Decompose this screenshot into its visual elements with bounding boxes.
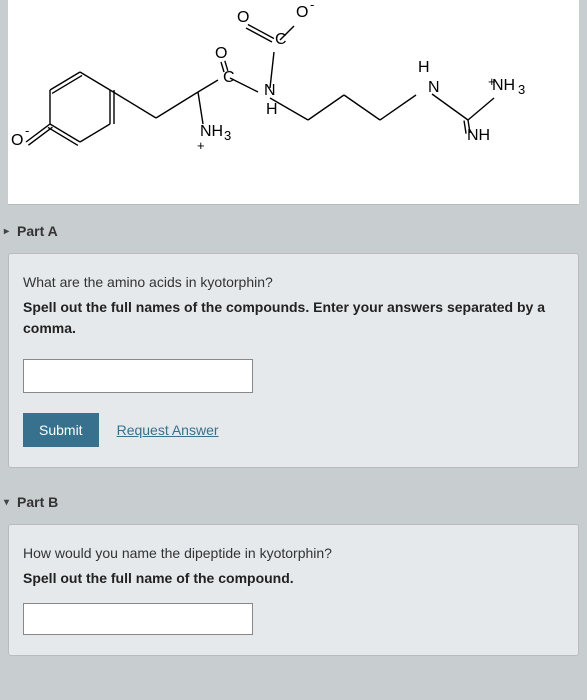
svg-text:+: +: [488, 74, 496, 89]
part-a-title: Part A: [17, 223, 58, 239]
part-b-section: ▾ Part B How would you name the dipeptid…: [8, 494, 579, 656]
svg-text:NH: NH: [467, 127, 490, 144]
svg-text:O: O: [11, 132, 23, 149]
part-b-header: ▾ Part B: [4, 494, 579, 510]
caret-icon: ▾: [4, 497, 9, 508]
svg-text:H: H: [418, 59, 430, 76]
request-answer-link[interactable]: Request Answer: [117, 422, 219, 438]
svg-text:N: N: [428, 79, 440, 96]
submit-button[interactable]: Submit: [23, 413, 99, 447]
svg-text:C: C: [223, 69, 235, 86]
svg-text:+: +: [197, 138, 205, 153]
svg-text:3: 3: [518, 82, 525, 97]
part-b-question: How would you name the dipeptide in kyot…: [23, 543, 564, 564]
part-b-title: Part B: [17, 494, 58, 510]
svg-text:C: C: [275, 31, 287, 48]
part-a-header: ▸ Part A: [4, 223, 579, 239]
part-a-controls: Submit Request Answer: [23, 413, 564, 447]
svg-text:O: O: [237, 9, 249, 26]
part-a-body: What are the amino acids in kyotorphin? …: [8, 253, 579, 468]
svg-text:-: -: [310, 0, 314, 12]
svg-text:H: H: [266, 101, 278, 118]
caret-icon: ▸: [4, 226, 9, 237]
svg-text:-: -: [25, 123, 29, 138]
svg-text:O: O: [296, 4, 308, 21]
part-a-question: What are the amino acids in kyotorphin?: [23, 272, 564, 293]
svg-text:N: N: [264, 82, 276, 99]
part-a-answer-input[interactable]: [23, 359, 253, 393]
structure-svg: O-OCOCNHNH3+O-HNNH3+NH: [8, 0, 579, 204]
part-b-instruction: Spell out the full name of the compound.: [23, 568, 564, 589]
svg-text:3: 3: [224, 128, 231, 143]
part-b-answer-input[interactable]: [23, 603, 253, 635]
part-b-body: How would you name the dipeptide in kyot…: [8, 524, 579, 656]
svg-text:O: O: [215, 45, 227, 62]
part-a-instruction: Spell out the full names of the compound…: [23, 297, 564, 339]
chemical-structure-panel: O-OCOCNHNH3+O-HNNH3+NH: [8, 0, 579, 205]
part-a-section: ▸ Part A What are the amino acids in kyo…: [8, 223, 579, 468]
